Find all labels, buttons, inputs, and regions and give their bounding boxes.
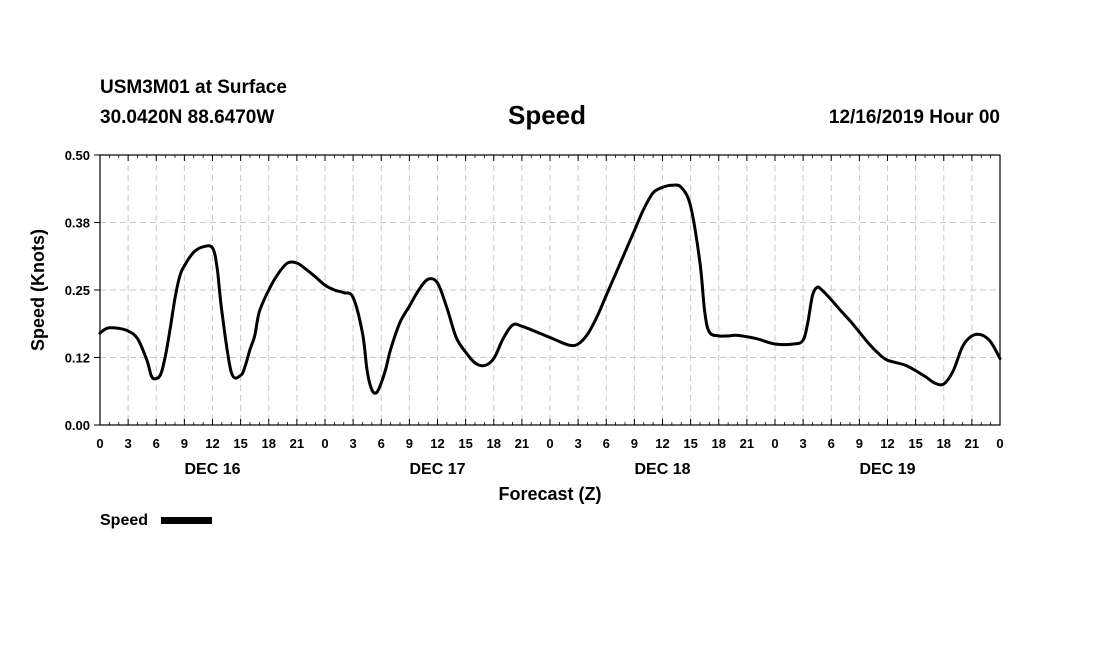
x-tick-label: 15 <box>233 436 247 451</box>
x-tick-label: 0 <box>546 436 553 451</box>
x-tick-label: 12 <box>880 436 894 451</box>
x-tick-label: 21 <box>290 436 304 451</box>
x-tick-label: 12 <box>430 436 444 451</box>
station-label: USM3M01 at Surface <box>100 77 287 98</box>
x-tick-label: 3 <box>350 436 357 451</box>
day-label: DEC 16 <box>184 461 240 478</box>
x-tick-label: 21 <box>965 436 979 451</box>
ticks <box>94 154 1001 426</box>
legend: Speed <box>100 512 212 529</box>
forecast-datetime: 12/16/2019 Hour 00 <box>828 107 1000 128</box>
x-tick-label: 18 <box>262 436 276 451</box>
x-tick-label: 18 <box>487 436 501 451</box>
grid <box>100 155 1000 425</box>
y-tick-label: 0.50 <box>65 148 90 163</box>
x-tick-label: 12 <box>655 436 669 451</box>
x-tick-label: 6 <box>603 436 610 451</box>
day-label: DEC 19 <box>859 461 915 478</box>
y-tick-label: 0.00 <box>65 418 90 433</box>
speed-series-line <box>98 183 1002 395</box>
day-label: DEC 17 <box>409 461 465 478</box>
y-tick-label: 0.38 <box>65 216 90 231</box>
x-axis-title: Forecast (Z) <box>498 484 601 504</box>
chart-title: Speed <box>508 100 587 130</box>
x-tick-label: 6 <box>828 436 835 451</box>
legend-label: Speed <box>100 512 148 529</box>
axis-labels: 0 3 6 9 12 15 18 21 0 3 6 9 12 15 18 21 0 3 6 9 12 15 18 21 0 3 6 9… <box>65 148 1004 478</box>
x-tick-label: 9 <box>631 436 638 451</box>
x-tick-label: 0 <box>96 436 103 451</box>
x-tick-label: 12 <box>205 436 219 451</box>
series-layer <box>98 183 1002 395</box>
day-label: DEC 18 <box>634 461 690 478</box>
x-tick-label: 3 <box>575 436 582 451</box>
x-tick-label: 0 <box>996 436 1003 451</box>
x-tick-label: 6 <box>378 436 385 451</box>
x-tick-label: 15 <box>683 436 697 451</box>
x-tick-label: 15 <box>458 436 472 451</box>
x-tick-label: 18 <box>712 436 726 451</box>
x-tick-label: 0 <box>771 436 778 451</box>
y-tick-label: 0.12 <box>65 351 90 366</box>
x-tick-label: 9 <box>406 436 413 451</box>
x-tick-label: 3 <box>125 436 132 451</box>
x-tick-label: 9 <box>856 436 863 451</box>
y-axis-title: Speed (Knots) <box>28 229 48 351</box>
x-tick-label: 21 <box>515 436 529 451</box>
x-tick-label: 15 <box>908 436 922 451</box>
x-tick-label: 3 <box>800 436 807 451</box>
x-tick-label: 18 <box>937 436 951 451</box>
x-tick-label: 9 <box>181 436 188 451</box>
x-tick-label: 6 <box>153 436 160 451</box>
coordinates-label: 30.0420N 88.6470W <box>100 107 275 128</box>
y-tick-label: 0.25 <box>65 283 90 298</box>
legend-swatch <box>161 517 212 524</box>
x-tick-label: 21 <box>740 436 754 451</box>
x-tick-label: 0 <box>321 436 328 451</box>
